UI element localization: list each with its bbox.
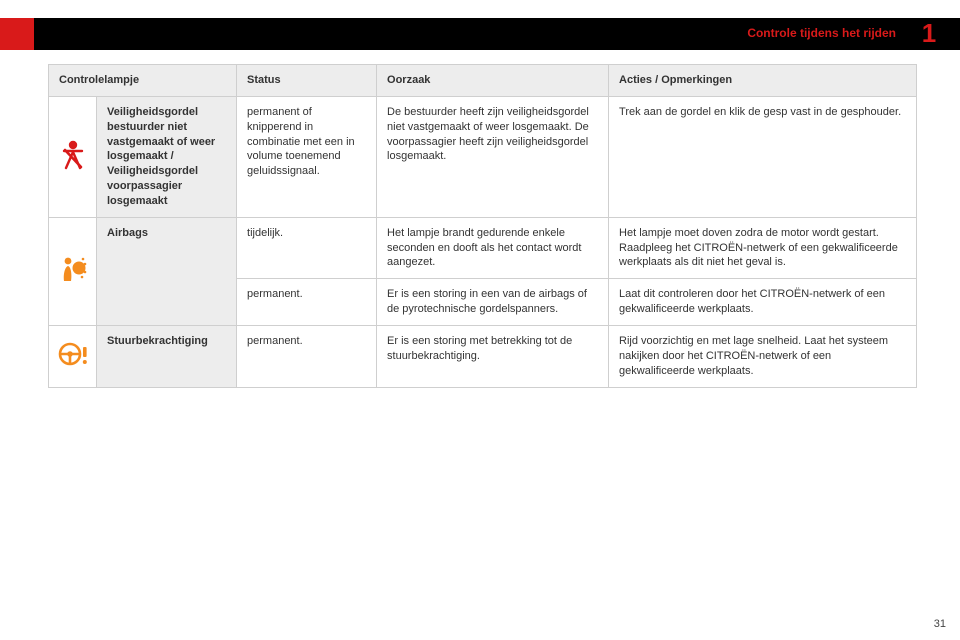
action-cell: Rijd voorzichtig en met lage snelheid. L… (609, 325, 917, 387)
seatbelt-warning-icon (59, 161, 87, 173)
icon-cell (49, 217, 97, 325)
table-header-row: Controlelampje Status Oorzaak Acties / O… (49, 65, 917, 97)
status-cell: permanent of knipperend in combinatie me… (237, 96, 377, 217)
lamp-name-cell: Veiligheidsgordel bestuurder niet vastge… (97, 96, 237, 217)
col-header-cause: Oorzaak (377, 65, 609, 97)
status-cell: tijdelijk. (237, 217, 377, 279)
cause-cell: Er is een storing in een van de airbags … (377, 279, 609, 326)
cause-cell: Het lampje brandt gedurende enkele secon… (377, 217, 609, 279)
lamp-name-cell: Airbags (97, 217, 237, 325)
col-header-action: Acties / Opmerkingen (609, 65, 917, 97)
status-cell: permanent. (237, 325, 377, 387)
table-row: Stuurbekrachtiging permanent. Er is een … (49, 325, 917, 387)
status-cell: permanent. (237, 279, 377, 326)
power-steering-warning-icon (57, 359, 89, 371)
lamp-name-cell: Stuurbekrachtiging (97, 325, 237, 387)
col-header-lamp: Controlelampje (49, 65, 237, 97)
action-cell: Het lampje moet doven zodra de motor wor… (609, 217, 917, 279)
action-cell: Laat dit controleren door het CITROËN-ne… (609, 279, 917, 326)
warning-lamp-table-container: Controlelampje Status Oorzaak Acties / O… (48, 64, 916, 388)
warning-lamp-table: Controlelampje Status Oorzaak Acties / O… (48, 64, 917, 388)
cause-cell: Er is een storing met betrekking tot de … (377, 325, 609, 387)
page-number: 31 (934, 618, 946, 630)
cause-cell: De bestuurder heeft zijn veiligheidsgord… (377, 96, 609, 217)
col-header-status: Status (237, 65, 377, 97)
header-red-accent (0, 18, 34, 50)
airbag-warning-icon (58, 275, 88, 287)
page-header-chapter-number: 1 (910, 18, 948, 56)
table-row: Airbags tijdelijk. Het lampje brandt ged… (49, 217, 917, 279)
table-row: Veiligheidsgordel bestuurder niet vastge… (49, 96, 917, 217)
action-cell: Trek aan de gordel en klik de gesp vast … (609, 96, 917, 217)
page-header-title: Controle tijdens het rijden (747, 26, 896, 40)
icon-cell (49, 96, 97, 217)
icon-cell (49, 325, 97, 387)
